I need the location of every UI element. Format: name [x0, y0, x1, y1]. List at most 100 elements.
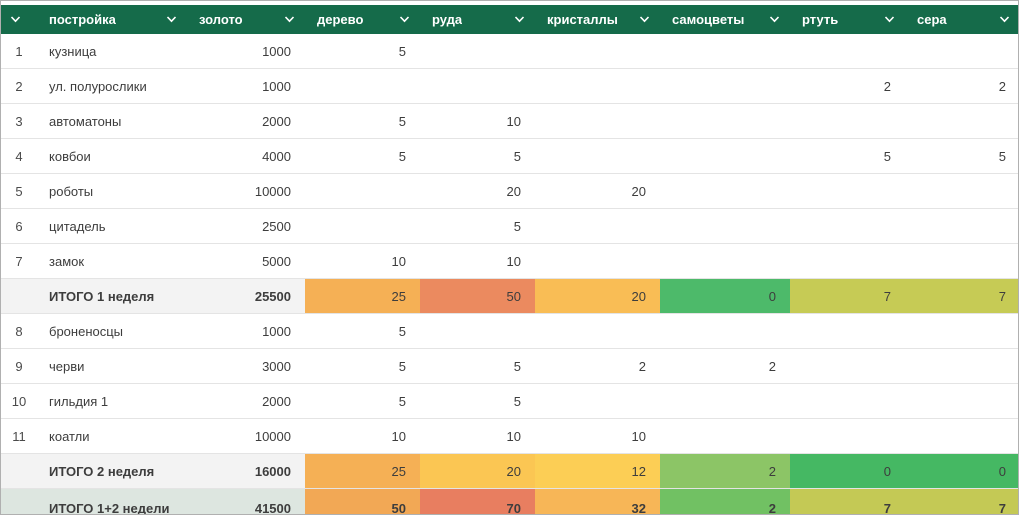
cell-wood[interactable]: 10 [305, 243, 420, 279]
row-number[interactable]: 10 [1, 383, 37, 419]
cell-gems[interactable] [660, 243, 790, 279]
cell-gems[interactable] [660, 208, 790, 244]
cell-crystals[interactable] [535, 34, 660, 69]
cell-mercury[interactable] [790, 103, 905, 139]
cell-sulfur[interactable] [905, 418, 1018, 454]
row-number[interactable] [1, 488, 37, 514]
cell-wood[interactable] [305, 208, 420, 244]
chevron-down-icon[interactable] [769, 16, 780, 23]
cell-wood[interactable]: 5 [305, 138, 420, 174]
cell-gems[interactable]: 2 [660, 348, 790, 384]
cell-crystals[interactable]: 32 [535, 488, 660, 514]
column-header-sulfur[interactable]: сера [905, 5, 1018, 34]
cell-ore[interactable]: 10 [420, 243, 535, 279]
cell-ore[interactable]: 5 [420, 383, 535, 419]
cell-sulfur[interactable]: 0 [905, 453, 1018, 489]
cell-mercury[interactable]: 7 [790, 488, 905, 514]
cell-crystals[interactable]: 12 [535, 453, 660, 489]
cell-building[interactable]: ковбои [37, 138, 187, 174]
column-header-num[interactable] [1, 5, 37, 34]
cell-building[interactable]: кузница [37, 34, 187, 69]
cell-wood[interactable]: 5 [305, 103, 420, 139]
chevron-down-icon[interactable] [884, 16, 895, 23]
row-number[interactable]: 7 [1, 243, 37, 279]
cell-mercury[interactable] [790, 313, 905, 349]
cell-crystals[interactable]: 20 [535, 173, 660, 209]
row-number[interactable]: 4 [1, 138, 37, 174]
cell-ore[interactable]: 10 [420, 418, 535, 454]
cell-mercury[interactable] [790, 173, 905, 209]
cell-gems[interactable] [660, 103, 790, 139]
column-header-mercury[interactable]: ртуть [790, 5, 905, 34]
cell-ore[interactable] [420, 68, 535, 104]
cell-wood[interactable]: 5 [305, 313, 420, 349]
cell-building[interactable]: ул. полурослики [37, 68, 187, 104]
cell-gems[interactable] [660, 313, 790, 349]
cell-building[interactable]: автоматоны [37, 103, 187, 139]
row-number[interactable]: 6 [1, 208, 37, 244]
cell-wood[interactable] [305, 68, 420, 104]
cell-sulfur[interactable] [905, 208, 1018, 244]
cell-gold[interactable]: 3000 [187, 348, 305, 384]
chevron-down-icon[interactable] [514, 16, 525, 23]
cell-gold[interactable]: 5000 [187, 243, 305, 279]
cell-building[interactable]: замок [37, 243, 187, 279]
cell-crystals[interactable]: 20 [535, 278, 660, 314]
chevron-down-icon[interactable] [166, 16, 177, 23]
chevron-down-icon[interactable] [999, 16, 1010, 23]
cell-mercury[interactable]: 5 [790, 138, 905, 174]
cell-sulfur[interactable]: 5 [905, 138, 1018, 174]
cell-wood[interactable]: 25 [305, 278, 420, 314]
cell-gems[interactable]: 2 [660, 488, 790, 514]
cell-gold[interactable]: 1000 [187, 313, 305, 349]
column-header-gold[interactable]: золото [187, 5, 305, 34]
column-header-crystals[interactable]: кристаллы [535, 5, 660, 34]
cell-gold[interactable]: 1000 [187, 34, 305, 69]
cell-ore[interactable] [420, 313, 535, 349]
cell-building[interactable]: броненосцы [37, 313, 187, 349]
cell-building[interactable]: гильдия 1 [37, 383, 187, 419]
cell-sulfur[interactable] [905, 243, 1018, 279]
cell-ore[interactable]: 5 [420, 138, 535, 174]
cell-ore[interactable]: 5 [420, 208, 535, 244]
column-header-gems[interactable]: самоцветы [660, 5, 790, 34]
cell-gold[interactable]: 41500 [187, 488, 305, 514]
cell-ore[interactable]: 70 [420, 488, 535, 514]
cell-sulfur[interactable]: 2 [905, 68, 1018, 104]
cell-building[interactable]: ИТОГО 1 неделя [37, 278, 187, 314]
cell-mercury[interactable] [790, 208, 905, 244]
cell-crystals[interactable]: 2 [535, 348, 660, 384]
cell-building[interactable]: коатли [37, 418, 187, 454]
cell-gems[interactable] [660, 383, 790, 419]
cell-sulfur[interactable] [905, 313, 1018, 349]
cell-wood[interactable]: 50 [305, 488, 420, 514]
cell-gold[interactable]: 16000 [187, 453, 305, 489]
cell-sulfur[interactable] [905, 34, 1018, 69]
cell-gems[interactable] [660, 68, 790, 104]
cell-mercury[interactable] [790, 243, 905, 279]
cell-wood[interactable]: 5 [305, 34, 420, 69]
cell-sulfur[interactable] [905, 173, 1018, 209]
cell-building[interactable]: цитадель [37, 208, 187, 244]
cell-gold[interactable]: 2500 [187, 208, 305, 244]
cell-ore[interactable] [420, 34, 535, 69]
row-number[interactable]: 11 [1, 418, 37, 454]
chevron-down-icon[interactable] [10, 16, 21, 23]
cell-crystals[interactable] [535, 383, 660, 419]
cell-mercury[interactable]: 2 [790, 68, 905, 104]
cell-gems[interactable]: 2 [660, 453, 790, 489]
cell-gems[interactable] [660, 418, 790, 454]
cell-gold[interactable]: 10000 [187, 173, 305, 209]
cell-gems[interactable] [660, 138, 790, 174]
cell-gems[interactable] [660, 34, 790, 69]
cell-gems[interactable]: 0 [660, 278, 790, 314]
cell-crystals[interactable] [535, 208, 660, 244]
row-number[interactable]: 1 [1, 34, 37, 69]
cell-crystals[interactable] [535, 243, 660, 279]
cell-mercury[interactable] [790, 348, 905, 384]
cell-sulfur[interactable] [905, 348, 1018, 384]
cell-wood[interactable]: 25 [305, 453, 420, 489]
cell-sulfur[interactable]: 7 [905, 488, 1018, 514]
chevron-down-icon[interactable] [284, 16, 295, 23]
cell-gold[interactable]: 1000 [187, 68, 305, 104]
